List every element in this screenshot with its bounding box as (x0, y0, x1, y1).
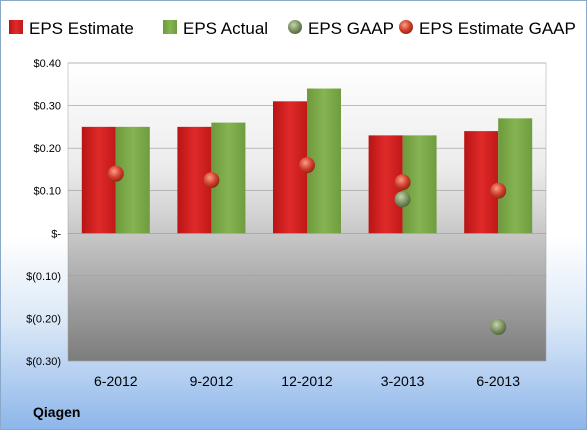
company-label: Qiagen (33, 404, 80, 420)
bar-eps-actual (115, 126, 150, 234)
y-tick-label: $- (51, 228, 61, 240)
x-tick-label: 6-2013 (476, 373, 520, 389)
bar-eps-estimate (81, 126, 116, 234)
marker-eps-estimate-gaap (299, 157, 315, 174)
y-axis-ticks: $0.40 $0.30 $0.20 $0.10 $- $(0.10) $(0.20) $(0.… (26, 58, 61, 368)
legend-label: EPS Estimate GAAP (419, 19, 576, 38)
y-tick-label: $(0.10) (26, 271, 61, 283)
x-tick-label: 3-2013 (381, 373, 425, 389)
legend-label: EPS Estimate (29, 19, 134, 38)
bars (81, 88, 533, 234)
marker-eps-estimate-gaap (107, 165, 124, 182)
marker-eps-estimate-gaap (490, 182, 507, 199)
y-tick-label: $0.20 (33, 143, 61, 155)
y-tick-label: $(0.30) (26, 356, 61, 368)
legend-swatch (163, 20, 177, 34)
x-tick-label: 9-2012 (190, 373, 234, 389)
legend-label: EPS GAAP (308, 19, 394, 38)
y-tick-label: $0.40 (33, 58, 61, 70)
y-tick-label: $(0.20) (26, 313, 61, 325)
marker-eps-estimate-gaap (394, 174, 411, 191)
bar-eps-estimate (464, 131, 499, 234)
y-tick-label: $0.10 (33, 186, 61, 198)
y-tick-label: $0.30 (33, 101, 61, 113)
x-tick-label: 12-2012 (281, 373, 333, 389)
legend-swatch (288, 20, 302, 34)
legend-swatch (9, 20, 23, 34)
markers (107, 157, 507, 335)
legend-swatch (399, 20, 413, 34)
x-tick-label: 6-2012 (94, 373, 138, 389)
marker-eps-gaap (394, 191, 411, 208)
legend-label: EPS Actual (183, 19, 268, 38)
legend: EPS Estimate EPS Actual EPS GAAP EPS Estima… (9, 19, 576, 38)
x-axis-ticks: 6-2012 9-2012 12-2012 3-2013 6-2013 (94, 373, 520, 389)
bar-eps-actual (498, 118, 533, 234)
marker-eps-gaap (490, 318, 507, 335)
marker-eps-estimate-gaap (203, 172, 220, 189)
